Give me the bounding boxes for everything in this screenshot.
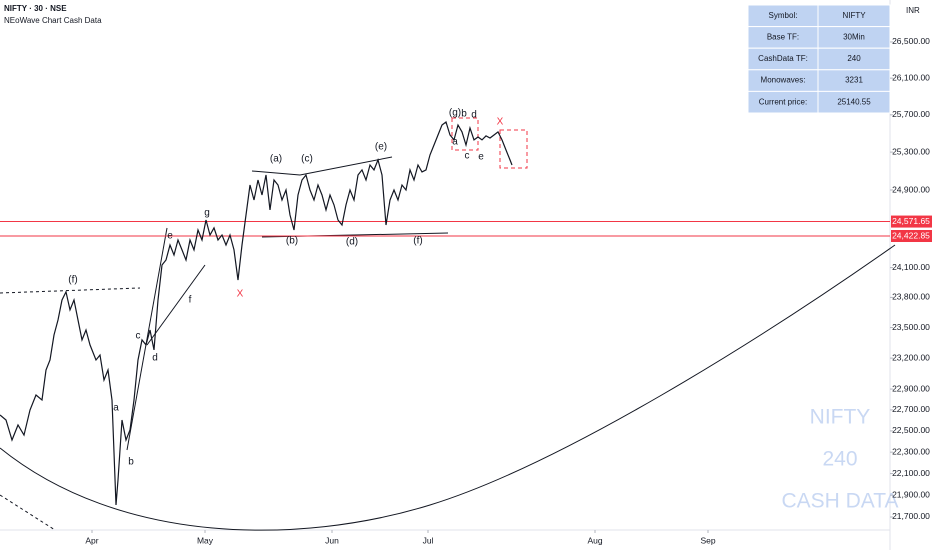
wave-label: (f) — [68, 275, 77, 286]
y-tick-label: 22,700.00 — [892, 404, 930, 414]
y-tick-label: 24,100.00 — [892, 262, 930, 272]
table-text: Monowaves: — [761, 76, 806, 85]
price-label-bg — [891, 215, 932, 228]
x-tick-label: Jul — [423, 535, 434, 545]
wave-label: (g) — [449, 108, 461, 119]
wave-label: e — [478, 152, 484, 163]
wave-label: c — [136, 331, 141, 342]
dashed-box — [451, 117, 479, 151]
y-tick-label: 22,300.00 — [892, 446, 930, 456]
wave-label: X — [237, 289, 244, 300]
table-text: CashData TF: — [758, 54, 808, 63]
dashed-box — [499, 129, 528, 169]
table-text: Symbol: — [769, 11, 798, 20]
wave-label: b — [128, 457, 134, 468]
y-tick-label: 21,900.00 — [892, 489, 930, 499]
y-tick-label: 24,900.00 — [892, 184, 930, 194]
x-tick-label: Sep — [700, 535, 715, 545]
price-label: 24,571.65 — [892, 216, 930, 226]
watermark-text: NIFTY — [810, 406, 871, 429]
trendline — [299, 156, 393, 176]
y-tick-label: 23,500.00 — [892, 322, 930, 332]
x-tick-label: Jun — [325, 535, 339, 545]
wave-label: d — [471, 110, 477, 121]
wave-label: (e) — [375, 142, 387, 153]
curve — [0, 244, 896, 531]
y-tick-label: 25,300.00 — [892, 146, 930, 156]
table-text: NIFTY — [842, 11, 866, 20]
wave-label: c — [465, 151, 470, 162]
wave-label: g — [204, 208, 210, 219]
info-table: Symbol: NIFTY Base TF: 30Min CashData TF: 240… — [747, 4, 891, 114]
y-tick-label: 22,100.00 — [892, 468, 930, 478]
y-tick-label: 22,900.00 — [892, 383, 930, 393]
watermark-text: 240 — [822, 448, 857, 471]
watermark-text: CASH DATA — [781, 490, 898, 513]
header-title: NIFTY · 30 · NSE — [4, 4, 67, 13]
table-cell — [817, 90, 891, 114]
y-tick-label: 26,100.00 — [892, 72, 930, 82]
y-tick-label: 23,200.00 — [892, 352, 930, 362]
price-label-bg — [891, 230, 932, 243]
wave-label: b — [461, 109, 467, 120]
dashed-line — [0, 287, 141, 294]
wave-label: (d) — [346, 237, 358, 248]
price-line-series — [0, 121, 513, 506]
trendline — [146, 264, 206, 346]
trendline — [251, 170, 301, 176]
currency: INR — [906, 6, 920, 15]
table-text: 30Min — [843, 33, 865, 42]
wave-label: (c) — [301, 154, 313, 165]
header-subtitle: NEoWave Chart Cash Data — [4, 16, 102, 25]
wave-label: X — [497, 117, 504, 128]
table-text: 25140.55 — [837, 97, 871, 106]
wave-label: a — [452, 137, 458, 148]
wave-label: f — [189, 295, 192, 306]
y-tick-label: 25,700.00 — [892, 109, 930, 119]
y-tick-label: 21,700.00 — [892, 511, 930, 521]
table-text: Current price: — [759, 97, 807, 106]
y-tick-label: 23,800.00 — [892, 292, 930, 302]
wave-label: (a) — [270, 154, 282, 165]
wave-label: d — [152, 353, 158, 364]
price-label: 24,422.85 — [892, 230, 930, 240]
dashed-line — [0, 494, 56, 531]
x-tick-label: Apr — [85, 535, 98, 545]
table-text: 3231 — [845, 76, 863, 85]
table-text: 240 — [847, 54, 861, 63]
x-tick-label: Aug — [587, 535, 602, 545]
y-tick-label: 26,500.00 — [892, 36, 930, 46]
table-text: Base TF: — [767, 33, 799, 42]
wave-label: a — [113, 403, 119, 414]
y-tick-label: 22,500.00 — [892, 425, 930, 435]
watermark: NIFTY 240 CASH DATA — [781, 406, 898, 513]
x-tick-label: May — [197, 535, 214, 545]
wave-label: (b) — [286, 236, 298, 247]
wave-label: e — [167, 231, 173, 242]
wave-label: (f) — [413, 236, 422, 247]
